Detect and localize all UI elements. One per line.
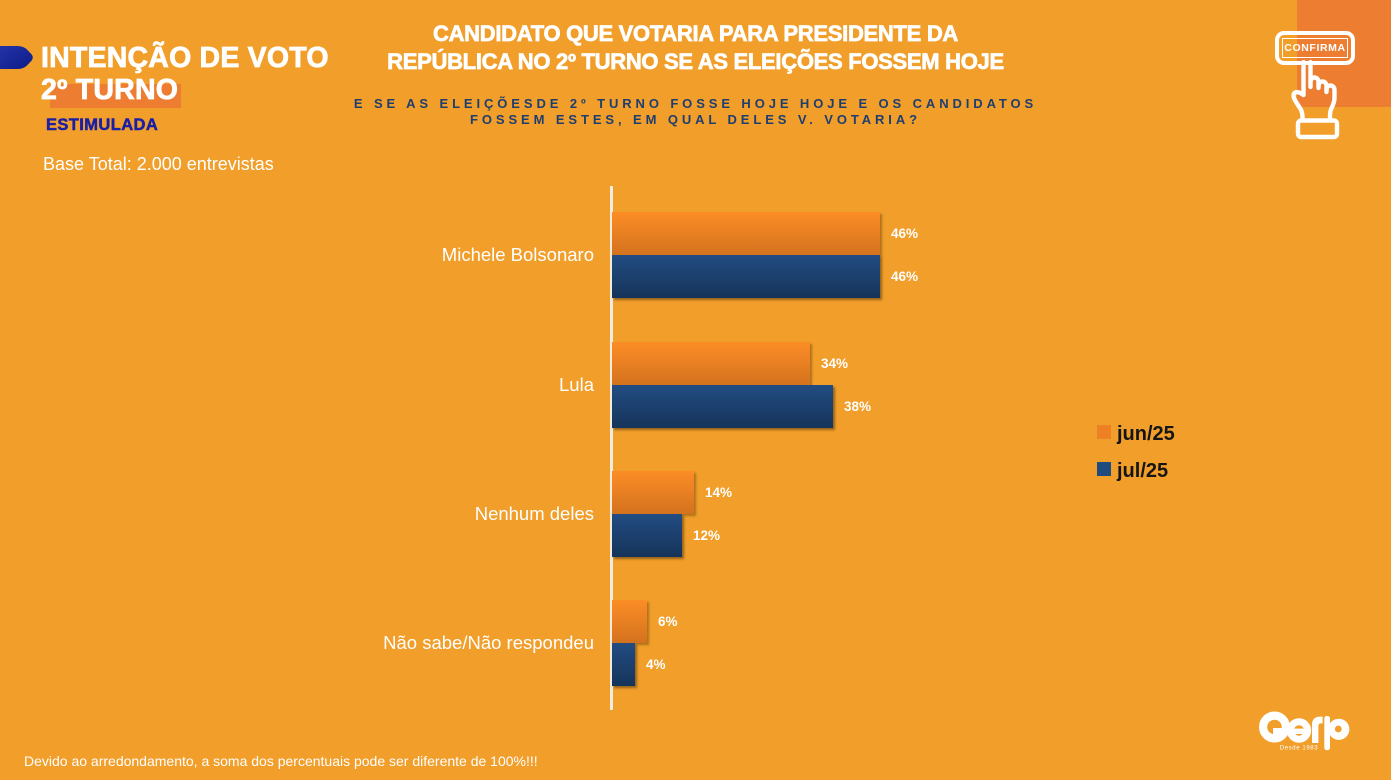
svg-text:Desde 1983: Desde 1983 (1280, 746, 1318, 752)
